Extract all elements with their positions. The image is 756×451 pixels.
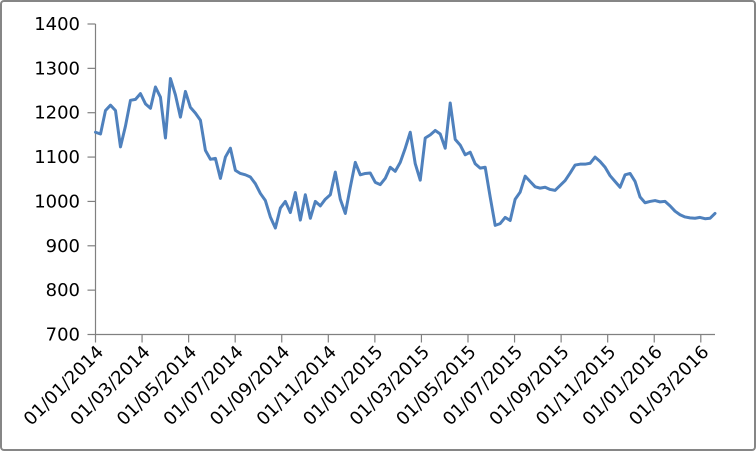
y-axis-tick-label: 1000 (34, 191, 80, 212)
data-series-line (94, 77, 717, 230)
y-axis-tick-label: 1400 (34, 14, 80, 35)
y-axis-tick-label: 800 (46, 280, 80, 301)
y-axis-tick-label: 700 (46, 325, 80, 346)
y-axis-tick-label: 1100 (34, 147, 80, 168)
y-axis-tick-label: 1300 (34, 58, 80, 79)
y-axis-tick-label: 1200 (34, 103, 80, 124)
y-axis-tick-label: 900 (46, 236, 80, 257)
